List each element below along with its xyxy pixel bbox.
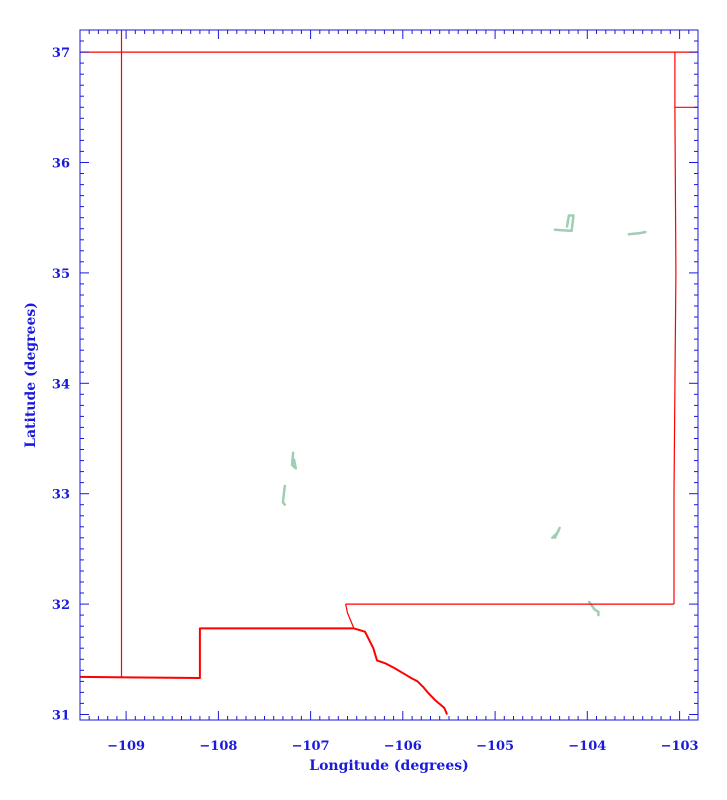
x-tick-label: −103 (661, 739, 699, 754)
x-tick-label: −107 (292, 739, 330, 754)
water-layer (281, 214, 647, 617)
border-rio-grande-nm (345, 603, 355, 629)
x-tick-label: −104 (568, 739, 606, 754)
x-axis-title: Longitude (degrees) (309, 758, 469, 774)
water-body-lake-5 (551, 526, 561, 540)
y-tick-label: 31 (52, 709, 70, 724)
water-body-lake-4 (281, 484, 287, 506)
y-tick-label: 35 (52, 267, 70, 282)
x-tick-label: −106 (384, 739, 422, 754)
plot-area (80, 30, 698, 720)
x-tick-labels: −109 −108 −107 −106 −105 −104 −103 (107, 739, 699, 754)
border-east-border (673, 52, 677, 605)
x-tick-label: −109 (107, 739, 145, 754)
y-tick-label: 33 (52, 488, 70, 503)
water-body-lake-6 (587, 600, 600, 617)
water-body-lake-3 (290, 451, 298, 470)
y-tick-label: 37 (52, 46, 70, 61)
y-axis-title: Latitude (degrees) (23, 302, 39, 448)
x-tick-label: −108 (199, 739, 237, 754)
y-tick-label: 32 (52, 598, 70, 613)
y-tick-labels: 31 32 33 34 35 36 37 (52, 46, 70, 723)
border-rio-grande-texas (353, 627, 449, 715)
border-southern-border-west (79, 627, 354, 679)
x-tick-label: −105 (476, 739, 514, 754)
y-tick-label: 34 (52, 377, 70, 392)
water-body-lake-1 (553, 214, 575, 233)
border-layer (79, 30, 698, 715)
y-tick-label: 36 (52, 157, 70, 172)
plot-frame (79, 29, 699, 721)
water-body-lake-2 (627, 230, 647, 236)
